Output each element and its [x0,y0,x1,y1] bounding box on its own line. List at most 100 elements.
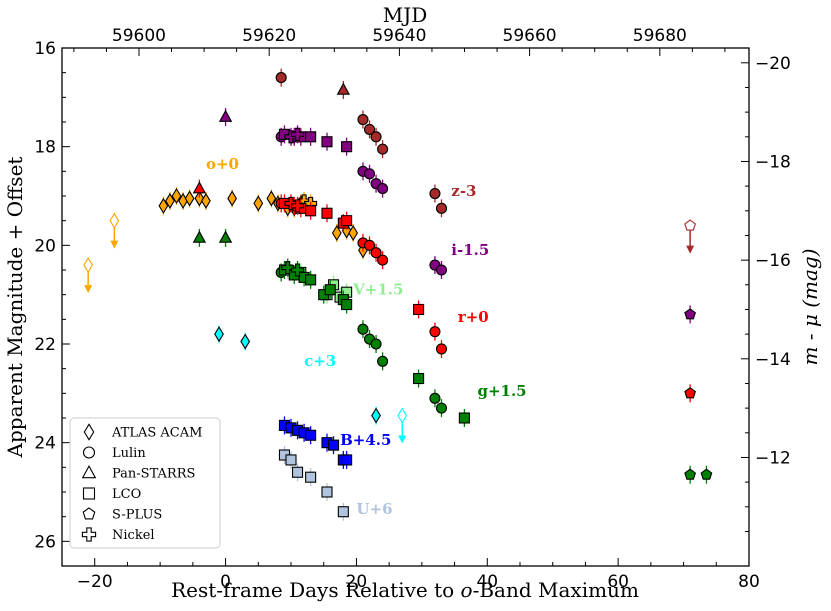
point-B-square [327,439,340,451]
x-tick-label: 0 [220,572,231,592]
y-tick-label: 24 [34,434,56,454]
point-i-circle [435,264,448,276]
upper-limit-arrow [110,240,119,249]
legend-label: Nickel [112,528,155,543]
x-tick-label: 80 [738,572,760,592]
point-o-diamond [194,190,205,207]
point-g-circle [357,323,369,335]
x-tick-label: −20 [77,572,113,592]
point-o-diamond [165,192,175,209]
legend-marker-triangle [81,464,97,479]
band-label: c+3 [304,352,336,370]
band-label: z-3 [451,182,476,200]
point-g-triangle [218,230,233,243]
legend-marker-diamond [83,423,95,441]
point-c-diamond [240,333,251,350]
point-o-diamond [227,190,238,207]
band-label: g+1.5 [477,382,526,400]
mjd-tick-label: 59680 [633,26,687,46]
mjd-tick-label: 59620 [242,26,296,46]
point-z-triangle [336,82,351,95]
x-tick-label: 20 [346,572,368,592]
tick-labels: −20 0 20 40 60 80 59600 59620 59640 59660 59680 16 1… [34,26,791,592]
legend-marker-pentagon [82,507,96,520]
band-label: o+0 [206,155,239,173]
point-g-pentagon [684,468,696,480]
point-g-square [341,298,353,311]
point-g-cross [290,263,305,277]
band-label: U+6 [356,500,392,518]
top-axis-title: MJD [383,3,428,27]
point-r-pentagon [684,387,696,399]
upper-limit-arrow [398,435,407,444]
legend-box [69,417,221,549]
point-r-square [321,207,333,219]
y2-tick-label: −16 [755,251,791,271]
x-axis-title: Rest-frame Days Relative to o-Band Maxim… [171,578,639,602]
point-i-square [341,141,353,153]
point-U-square [285,454,297,466]
point-r-circle [429,326,441,338]
legend-label: Lulin [112,446,146,461]
point-r-square [413,303,425,316]
legend-label: Pan-STARRS [112,467,195,482]
point-o-diamond [184,190,195,207]
point-i-cross [290,127,305,141]
legend-marker-circle [82,446,96,459]
y2-tick-label: −18 [755,152,791,172]
y-tick-label: 18 [34,138,56,158]
band-label: B+4.5 [340,431,391,449]
band-label: V+1.5 [352,281,403,299]
point-o-diamond [266,190,277,207]
point-r-square [341,215,353,227]
point-g-square [413,372,425,385]
y-tick-label: 26 [34,532,56,552]
legend-label: S-PLUS [112,508,162,523]
point-g-circle [429,392,441,404]
point-B-square [305,429,317,441]
point-g-triangle [192,230,207,243]
y2-tick-label: −20 [755,54,791,74]
point-i-square [321,136,333,148]
upper-limit-o-diamond [83,257,94,274]
point-z-circle [357,113,369,126]
x-tick-label: 40 [476,572,498,592]
point-o-diamond [253,195,264,212]
legend-label: LCO [112,487,141,502]
point-U-square [321,486,333,498]
band-label: r+0 [458,308,489,326]
y2-tick-label: −14 [755,350,791,370]
point-i-circle [363,168,376,180]
point-B-square [341,454,353,466]
point-o-diamond [201,192,211,209]
point-z-circle [275,72,287,84]
point-i-pentagon [684,308,696,320]
point-o-diamond [331,224,342,242]
point-c-diamond [371,407,381,424]
y-tick-label: 22 [34,335,56,355]
legend-label: ATLAS ACAM [111,426,202,441]
upper-limit-o-diamond [109,212,120,229]
point-z-circle [429,187,441,200]
x-tick-label: 60 [607,572,629,592]
point-r-circle [435,343,448,355]
legend-marker-cross [81,527,97,542]
point-r-circle [370,247,382,259]
upper-limit-arrow [686,245,695,254]
upper-limit-arrow [84,285,93,294]
point-U-square [337,506,349,518]
plot-frame [61,47,750,567]
point-z-circle [363,123,376,135]
y-tick-label: 16 [34,39,56,59]
point-z-circle [435,202,448,214]
point-i-triangle [218,109,233,122]
point-c-diamond [214,326,224,343]
point-U-square [305,471,317,483]
band-label: i-1.5 [451,241,489,259]
y2-tick-label: −12 [755,448,791,468]
point-g-square [458,412,470,424]
point-r-square [305,205,317,217]
point-o-diamond [348,224,359,242]
upper-limit-z-pentagon [684,219,696,231]
